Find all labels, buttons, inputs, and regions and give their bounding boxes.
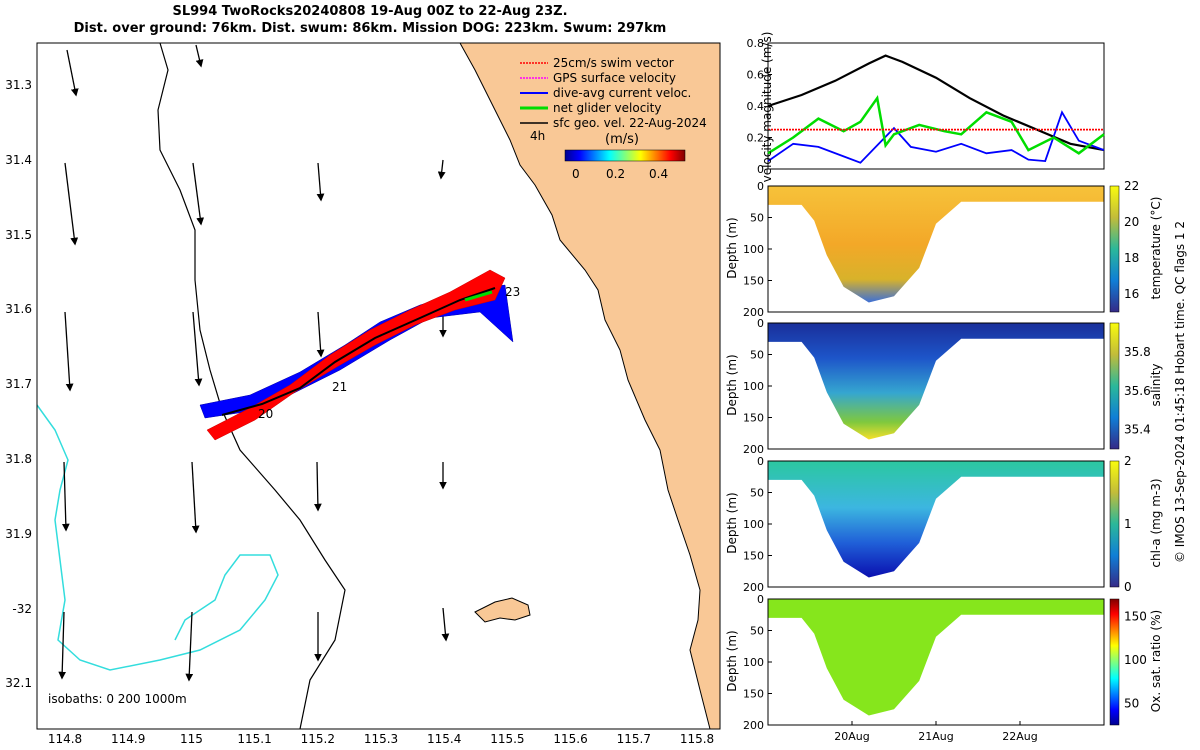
section-ylabel: Depth (m) [725,492,739,554]
net-glider-velocity [464,290,493,302]
lon-tick: 115.1 [237,732,272,746]
coastline-land [459,42,721,730]
lat-tick: 31.3 [5,78,32,92]
lon-tick: 115.4 [427,732,462,746]
lat-tick: 32.1 [5,676,32,691]
colorbar-tick-04: 0.4 [649,167,668,181]
lat-tick: 31.6 [5,302,32,317]
lat-tick: 31.7 [5,377,32,392]
lat-tick: 31.5 [5,227,32,242]
lat-tick: 31.9 [5,526,32,541]
track-label-20: 20 [258,407,273,421]
lon-tick: 115.3 [363,732,399,746]
isobath-label: isobaths: 0 200 1000m [48,692,187,706]
sfc-geo-velocity-arrows [58,44,450,682]
colorbar-unit: (m/s) [605,132,639,147]
legend-swim: 25cm/s swim vector [553,56,674,70]
section-ylabel: Depth (m) [725,354,739,416]
lat-tick: 31.4 [5,152,32,167]
velocity-ylabel: velocity magnitude (m/s) [760,31,774,183]
legend-gps: GPS surface velocity [553,71,676,85]
legend-net: net glider velocity [553,101,661,115]
lon-tick: 115 [179,732,203,746]
legend-4h: 4h [530,129,545,143]
legend-dive-avg: dive-avg current veloc. [553,86,691,100]
section-colorbar-label: chl-a (mg m-3) [1149,478,1163,568]
legend-sfc-geo: sfc geo. vel. 22-Aug-2024 [553,116,707,130]
lat-tick: 31.8 [5,452,32,466]
track-label-21: 21 [332,380,347,394]
title-line-1: SL994 TwoRocks20240808 19-Aug 00Z to 22-… [172,4,568,19]
lon-tick: 115.5 [490,732,525,746]
colorbar-tick-0: 0 [572,167,580,181]
lat-tick: -32 [12,601,32,616]
section-ylabel: Depth (m) [725,217,739,279]
lon-tick: 115.6 [553,732,588,746]
lon-tick: 114.9 [111,732,146,746]
lon-tick: 115.7 [616,732,651,746]
track-label-23: 23 [505,285,520,299]
footer-credit: © IMOS 13-Sep-2024 01:45:18 Hobart time.… [1173,220,1187,564]
map-legend: 25cm/s swim vector GPS surface velocity … [520,56,707,181]
isobath-1000m [36,404,279,671]
section-colorbar-label: Ox. sat. ratio (%) [1149,609,1163,713]
lon-tick: 115.2 [300,732,335,746]
section-ylabel: Depth (m) [725,630,739,692]
isobath-200m [157,42,346,730]
lon-tick: 114.8 [47,732,83,746]
title-line-2: Dist. over ground: 76km. Dist. swum: 86k… [73,21,667,36]
section-colorbar-label: temperature (°C) [1149,196,1163,300]
lon-tick: 115.8 [679,732,715,746]
glider-track [221,287,496,416]
section-colorbar-label: salinity [1149,363,1163,407]
colorbar-tick-02: 0.2 [606,167,625,181]
island [474,597,531,623]
